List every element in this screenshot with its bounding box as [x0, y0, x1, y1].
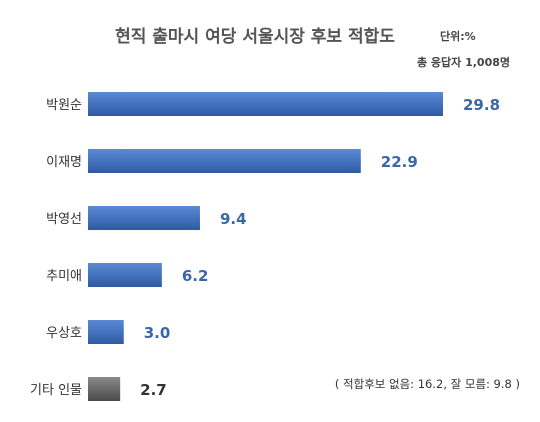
- category-label: 이재명: [46, 155, 82, 170]
- bar: [88, 206, 200, 230]
- value-label: 9.4: [220, 210, 247, 228]
- footnote: ( 적합후보 없음: 16.2, 잘 모름: 9.8 ): [335, 377, 520, 391]
- bar: [88, 320, 124, 344]
- category-label: 기타 인물: [30, 383, 82, 398]
- category-label: 추미애: [46, 269, 82, 284]
- category-label: 박원순: [46, 98, 82, 113]
- bar: [88, 149, 361, 173]
- value-label: 2.7: [140, 381, 167, 399]
- value-label: 22.9: [381, 153, 418, 171]
- respondents-label: 총 응답자 1,008명: [417, 55, 510, 69]
- bar-group: 박원순 29.8 이재명 22.9 박영선 9.4 추미애 6.2 우상호 3.0 기타 인물 2.7: [30, 92, 500, 401]
- value-label: 29.8: [463, 96, 500, 114]
- bar: [88, 263, 162, 287]
- chart-title: 현직 출마시 여당 서울시장 후보 적합도: [115, 26, 395, 47]
- category-label: 박영선: [46, 212, 82, 227]
- bar: [88, 377, 121, 401]
- category-label: 우상호: [46, 326, 82, 341]
- value-label: 6.2: [182, 267, 209, 285]
- value-label: 3.0: [144, 324, 171, 342]
- bar: [88, 92, 443, 116]
- unit-label: 단위:%: [440, 29, 476, 43]
